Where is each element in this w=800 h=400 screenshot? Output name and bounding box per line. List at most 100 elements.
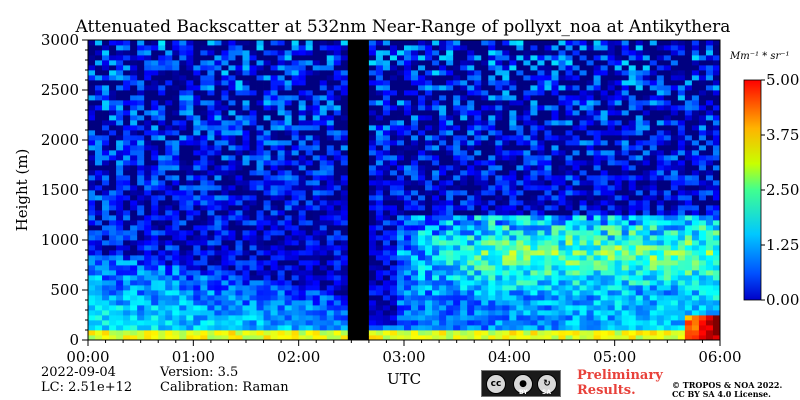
heat-cell	[221, 190, 229, 196]
heat-cell	[418, 175, 426, 181]
heat-cell	[235, 300, 243, 306]
heat-cell	[319, 245, 328, 251]
heat-cell	[404, 240, 412, 246]
heat-cell	[607, 140, 616, 146]
heat-cell	[172, 330, 180, 336]
heat-cell	[663, 325, 672, 331]
heat-cell	[565, 315, 573, 321]
heat-cell	[474, 255, 482, 261]
heat-cell	[291, 220, 300, 226]
heat-cell	[523, 280, 531, 286]
heat-cell	[235, 80, 243, 86]
heat-cell	[516, 220, 524, 226]
heat-cell	[502, 245, 510, 251]
heat-cell	[347, 105, 356, 111]
heat-cell	[558, 80, 566, 86]
heat-cell	[319, 275, 328, 281]
heat-cell	[116, 240, 124, 246]
heat-cell	[340, 210, 349, 216]
heat-cell	[193, 215, 201, 221]
heat-cell	[488, 325, 496, 331]
heat-cell	[158, 55, 166, 61]
heat-cell	[389, 185, 398, 191]
heat-cell	[186, 60, 194, 66]
heat-cell	[558, 270, 566, 276]
heat-cell	[88, 310, 96, 316]
heat-cell	[368, 65, 377, 71]
heat-cell	[488, 90, 496, 96]
heat-cell	[158, 315, 166, 321]
heat-cell	[656, 225, 665, 231]
heat-cell	[530, 200, 538, 206]
heat-cell	[586, 195, 594, 201]
heat-cell	[116, 255, 124, 261]
heat-cell	[509, 170, 517, 176]
heat-cell	[312, 155, 321, 161]
heat-cell	[242, 165, 250, 171]
heat-cell	[151, 65, 159, 71]
heat-cell	[432, 90, 440, 96]
heat-cell	[270, 75, 278, 81]
heat-cell	[95, 140, 103, 146]
heat-cell	[600, 60, 609, 66]
heat-cell	[572, 335, 580, 341]
heat-cell	[628, 180, 637, 186]
heat-cell	[130, 295, 138, 301]
heat-cell	[137, 125, 145, 131]
heat-cell	[95, 315, 103, 321]
heat-cell	[481, 170, 489, 176]
heat-cell	[600, 185, 609, 191]
heat-cell	[586, 285, 594, 291]
heat-cell	[516, 310, 524, 316]
heat-cell	[144, 185, 152, 191]
heat-cell	[600, 335, 609, 341]
heat-cell	[221, 295, 229, 301]
heat-cell	[235, 40, 243, 46]
heat-cell	[88, 275, 96, 281]
heat-cell	[411, 315, 419, 321]
heat-cell	[207, 225, 215, 231]
heat-cell	[635, 175, 644, 181]
heat-cell	[158, 320, 166, 326]
heat-cell	[621, 110, 630, 116]
heat-cell	[467, 170, 475, 176]
heat-cell	[502, 65, 510, 71]
heat-cell	[228, 165, 236, 171]
heat-cell	[382, 265, 391, 271]
heat-cell	[382, 120, 391, 126]
heat-cell	[263, 195, 271, 201]
heat-cell	[298, 325, 307, 331]
heat-cell	[600, 295, 609, 301]
heat-cell	[404, 140, 412, 146]
heat-cell	[144, 255, 152, 261]
heat-cell	[551, 125, 559, 131]
heat-cell	[649, 220, 658, 226]
heat-cell	[165, 255, 173, 261]
heat-cell	[151, 160, 159, 166]
heat-cell	[270, 165, 278, 171]
heat-cell	[544, 235, 552, 241]
heat-cell	[242, 60, 250, 66]
heat-cell	[249, 265, 257, 271]
heat-cell	[270, 250, 278, 256]
heat-cell	[607, 320, 616, 326]
heat-cell	[579, 265, 587, 271]
heat-cell	[432, 245, 440, 251]
heat-cell	[404, 320, 412, 326]
heat-cell	[404, 225, 412, 231]
heat-cell	[382, 55, 391, 61]
heat-cell	[88, 95, 96, 101]
heat-cell	[186, 130, 194, 136]
heat-cell	[656, 70, 665, 76]
heat-cell	[312, 285, 321, 291]
heat-cell	[389, 335, 398, 341]
heat-cell	[642, 245, 651, 251]
heat-cell	[312, 130, 321, 136]
heat-cell	[102, 310, 110, 316]
heat-cell	[340, 155, 349, 161]
heat-cell	[607, 150, 616, 156]
heat-cell	[368, 295, 377, 301]
heat-cell	[270, 150, 278, 156]
heat-cell	[382, 70, 391, 76]
heat-cell	[172, 320, 180, 326]
